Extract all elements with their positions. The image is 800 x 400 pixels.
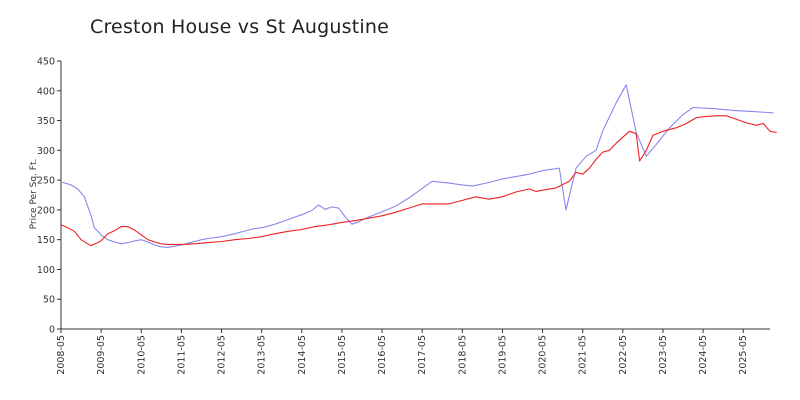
x-tick-label: 2016-05 — [377, 335, 388, 375]
series-line-1 — [60, 84, 774, 248]
series-layer — [60, 84, 777, 248]
x-tick-label: 2013-05 — [257, 335, 268, 375]
x-tick-label: 2023-05 — [658, 335, 669, 375]
y-tick-label: 450 — [37, 57, 55, 68]
x-tick-label: 2020-05 — [538, 335, 549, 375]
y-tick-label: 350 — [37, 116, 55, 127]
y-axis-label: Price Per Sq. Ft. — [29, 159, 39, 230]
x-tick-label: 2011-05 — [176, 335, 187, 375]
x-tick-label: 2022-05 — [618, 335, 629, 375]
y-tick-label: 200 — [37, 205, 55, 216]
x-tick-label: 2012-05 — [217, 335, 228, 375]
chart-title: Creston House vs St Augustine — [90, 16, 390, 38]
x-tick-label: 2021-05 — [578, 335, 589, 375]
y-tick-label: 100 — [37, 265, 55, 276]
x-tick-label: 2018-05 — [457, 335, 468, 375]
series-line-2 — [60, 115, 777, 247]
x-tick-label: 2014-05 — [297, 335, 308, 375]
x-tick-label: 2008-05 — [56, 335, 67, 375]
x-tick-label: 2015-05 — [337, 335, 348, 375]
x-tick-label: 2024-05 — [698, 335, 709, 375]
y-tick-label: 300 — [37, 146, 55, 157]
axes: 0 50 100 150 200 250 300 350 400 450 2008-05 2009-0… — [37, 57, 770, 375]
x-tick-label: 2010-05 — [136, 335, 147, 375]
y-tick-label: 50 — [43, 295, 55, 306]
y-tick-label: 0 — [49, 325, 55, 336]
x-tick-label: 2025-05 — [738, 335, 749, 375]
y-tick-label: 250 — [37, 176, 55, 187]
y-tick-label: 150 — [37, 235, 55, 246]
y-tick-label: 400 — [37, 86, 55, 97]
x-tick-label: 2019-05 — [497, 335, 508, 375]
x-tick-label: 2009-05 — [96, 335, 107, 375]
x-tick-label: 2017-05 — [417, 335, 428, 375]
